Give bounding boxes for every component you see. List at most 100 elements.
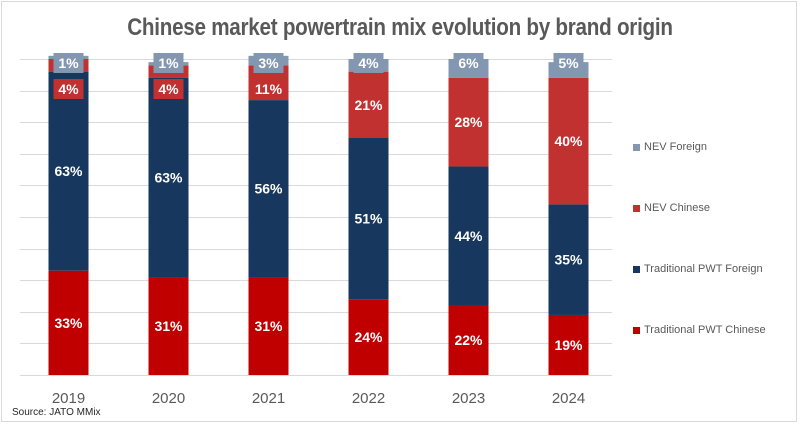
data-label-box bbox=[253, 53, 284, 73]
legend-swatch bbox=[633, 204, 640, 212]
legend-item-nev-foreign: NEV Foreign bbox=[633, 141, 707, 153]
data-label-nev-chinese-2024: 40% bbox=[554, 133, 583, 149]
legend-swatch bbox=[633, 143, 640, 151]
bar-segment-traditional-pwt-foreign-2019 bbox=[48, 71, 89, 271]
bar-segment-traditional-pwt-foreign-2021 bbox=[248, 100, 289, 278]
data-label-traditional-pwt-chinese-2019: 33% bbox=[54, 315, 83, 331]
x-tick-label: 2024 bbox=[552, 390, 585, 407]
x-axis-tick-labels: 2019 2020 2021 2022 2023 2024 bbox=[52, 390, 585, 407]
data-label-nev-chinese-2022: 21% bbox=[354, 97, 383, 113]
data-label-nev-foreign-2021: 3% bbox=[253, 53, 284, 73]
data-label-text: 4% bbox=[158, 81, 179, 97]
data-label-nev-chinese-2023: 28% bbox=[454, 114, 483, 130]
data-labels: 33% 63% 4% 1% 31% 63% 4% 1% 31% 56% 11% 3% 24% 51% 21%… bbox=[53, 53, 584, 353]
data-label-traditional-pwt-chinese-2020: 31% bbox=[154, 318, 183, 334]
gridlines bbox=[20, 59, 612, 376]
data-label-text: 44% bbox=[454, 228, 483, 244]
data-label-traditional-pwt-chinese-2022: 24% bbox=[354, 329, 383, 345]
bar-segment-nev-chinese-2022 bbox=[348, 71, 389, 138]
data-label-text: 11% bbox=[255, 81, 283, 97]
data-label-traditional-pwt-foreign-2019: 63% bbox=[54, 163, 83, 179]
legend-item-traditional-pwt-chinese: Traditional PWT Chinese bbox=[633, 324, 766, 336]
bar-stack-2023 bbox=[448, 59, 489, 375]
data-label-nev-chinese-2019: 4% bbox=[53, 79, 84, 99]
bar-segment-traditional-pwt-chinese-2023 bbox=[448, 305, 489, 375]
data-label-text: 33% bbox=[54, 315, 83, 331]
bar-segment-traditional-pwt-foreign-2020 bbox=[148, 77, 189, 278]
data-label-text: 24% bbox=[354, 329, 383, 345]
data-label-nev-foreign-2023: 6% bbox=[453, 53, 484, 73]
legend-swatch bbox=[633, 265, 640, 273]
x-tick-label: 2022 bbox=[352, 390, 385, 407]
data-label-text: 35% bbox=[554, 252, 583, 268]
data-label-nev-foreign-2019: 1% bbox=[53, 53, 84, 73]
bar-segment-traditional-pwt-chinese-2019 bbox=[48, 270, 89, 375]
data-label-text: 51% bbox=[354, 211, 383, 227]
bar-stack-2024 bbox=[548, 62, 589, 375]
bar-segment-traditional-pwt-chinese-2021 bbox=[248, 277, 289, 375]
bar-segment-traditional-pwt-foreign-2024 bbox=[548, 204, 589, 315]
legend-label: NEV Chinese bbox=[644, 202, 711, 214]
data-label-text: 1% bbox=[158, 55, 179, 71]
data-label-nev-foreign-2024: 5% bbox=[553, 53, 584, 73]
data-label-text: 4% bbox=[358, 55, 379, 71]
data-label-traditional-pwt-foreign-2020: 63% bbox=[154, 170, 183, 186]
data-label-traditional-pwt-chinese-2024: 19% bbox=[554, 337, 583, 353]
bar-segment-traditional-pwt-chinese-2022 bbox=[348, 299, 389, 375]
data-label-traditional-pwt-foreign-2021: 56% bbox=[254, 181, 283, 197]
bar-segment-traditional-pwt-foreign-2022 bbox=[348, 138, 389, 300]
legend-item-traditional-pwt-foreign: Traditional PWT Foreign bbox=[633, 263, 763, 275]
x-tick-label: 2019 bbox=[52, 390, 85, 407]
legend-item-nev-chinese: NEV Chinese bbox=[633, 202, 710, 214]
data-label-traditional-pwt-foreign-2022: 51% bbox=[354, 211, 383, 227]
data-label-text: 56% bbox=[254, 181, 283, 197]
data-label-box bbox=[453, 53, 484, 73]
data-label-box bbox=[553, 53, 584, 73]
data-label-nev-chinese-2020: 4% bbox=[153, 79, 184, 99]
data-label-traditional-pwt-chinese-2021: 31% bbox=[254, 318, 283, 334]
data-label-nev-chinese-2021: 11% bbox=[250, 79, 287, 99]
data-label-traditional-pwt-foreign-2024: 35% bbox=[554, 252, 583, 268]
x-tick-label: 2023 bbox=[452, 390, 485, 407]
data-label-text: 5% bbox=[558, 55, 579, 71]
data-label-box bbox=[53, 53, 84, 73]
data-label-text: 63% bbox=[154, 170, 183, 186]
data-label-text: 28% bbox=[454, 114, 483, 130]
data-label-box bbox=[353, 53, 384, 73]
legend-label: NEV Foreign bbox=[644, 141, 707, 153]
bar-stack-2020 bbox=[148, 62, 189, 375]
data-label-text: 63% bbox=[54, 163, 83, 179]
chart-title: Chinese market powertrain mix evolution … bbox=[127, 14, 673, 41]
data-label-text: 31% bbox=[254, 318, 283, 334]
data-label-text: 4% bbox=[58, 81, 79, 97]
data-label-text: 31% bbox=[154, 318, 183, 334]
bar-segment-traditional-pwt-chinese-2020 bbox=[148, 277, 189, 375]
data-label-text: 1% bbox=[58, 55, 79, 71]
bar-segment-nev-chinese-2024 bbox=[548, 77, 589, 205]
bar-stacks bbox=[48, 55, 589, 375]
data-label-box bbox=[250, 79, 287, 99]
data-label-nev-foreign-2022: 4% bbox=[353, 53, 384, 73]
data-label-traditional-pwt-foreign-2023: 44% bbox=[454, 228, 483, 244]
data-label-text: 40% bbox=[554, 133, 583, 149]
data-label-text: 21% bbox=[354, 97, 383, 113]
data-label-nev-foreign-2020: 1% bbox=[153, 53, 184, 73]
data-label-text: 6% bbox=[458, 55, 479, 71]
data-label-traditional-pwt-chinese-2023: 22% bbox=[454, 332, 483, 348]
bar-segment-traditional-pwt-foreign-2023 bbox=[448, 166, 489, 306]
data-label-box bbox=[53, 79, 84, 99]
x-tick-label: 2020 bbox=[152, 390, 185, 407]
legend-label: Traditional PWT Foreign bbox=[644, 263, 763, 275]
data-label-text: 22% bbox=[454, 332, 483, 348]
legend-swatch bbox=[633, 326, 640, 334]
bar-segment-traditional-pwt-chinese-2024 bbox=[548, 314, 589, 375]
data-label-box bbox=[153, 53, 184, 73]
data-label-box bbox=[153, 79, 184, 99]
bar-segment-nev-chinese-2023 bbox=[448, 77, 489, 167]
data-label-text: 19% bbox=[554, 337, 583, 353]
data-label-text: 3% bbox=[258, 55, 279, 71]
legend-label: Traditional PWT Chinese bbox=[644, 324, 766, 336]
source-note: Source: JATO MMix bbox=[12, 407, 101, 418]
